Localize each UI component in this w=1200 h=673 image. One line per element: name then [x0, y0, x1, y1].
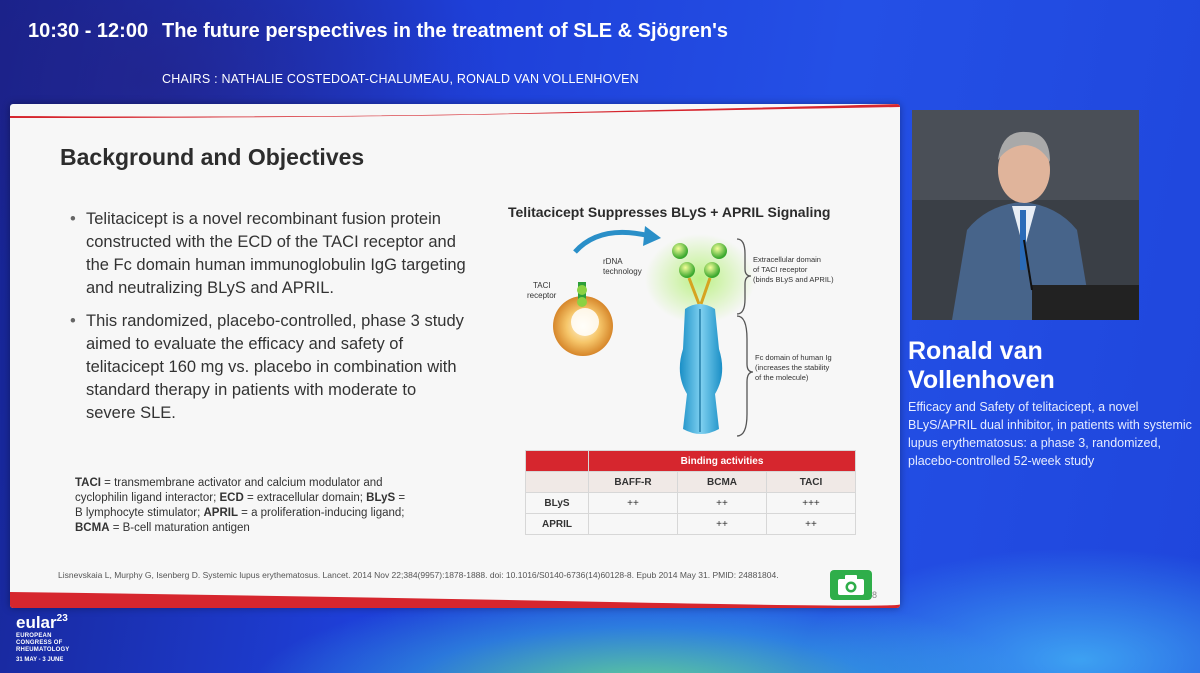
- slide-top-accent: [10, 104, 900, 118]
- abbrev-term: TACI: [75, 477, 101, 489]
- speaker-name: Ronald van Vollenhoven: [908, 337, 1055, 395]
- ecd-glow: [645, 234, 755, 324]
- camera-icon[interactable]: [830, 570, 872, 600]
- speaker-name-line: Ronald van: [908, 337, 1043, 365]
- rdna-arrow-head: [643, 226, 661, 246]
- fc-brace: [736, 315, 754, 437]
- logo-dates: 31 MAY - 3 JUNE: [16, 657, 64, 663]
- abbrev-def: = extracellular domain;: [243, 492, 367, 504]
- table-row: BLyS ++ ++ +++: [525, 492, 856, 514]
- fc-domain: [679, 304, 723, 434]
- logo-year: 23: [56, 613, 68, 624]
- ecd-label: of TACI receptor: [753, 265, 808, 274]
- binding-activities-table: Binding activities BAFF-R BCMA TACI BLyS…: [525, 450, 856, 535]
- row-label: BLyS: [525, 492, 589, 514]
- ecd-ball: [711, 243, 727, 259]
- speaker-video: [912, 110, 1139, 320]
- rdna-arrow: [573, 229, 651, 254]
- slide-bottom-accent: [10, 592, 900, 608]
- column-header: BCMA: [677, 471, 767, 493]
- row-label: APRIL: [525, 513, 589, 535]
- table-cell: [588, 513, 678, 535]
- logo-line: RHEUMATOLOGY: [16, 647, 70, 653]
- logo-word: eular: [16, 613, 57, 632]
- session-title: The future perspectives in the treatment…: [162, 20, 728, 42]
- eular-logo: eular23 EUROPEAN CONGRESS OF RHEUMATOLOG…: [16, 613, 70, 663]
- table-cell: ++: [677, 513, 767, 535]
- table-cell: ++: [766, 513, 856, 535]
- ecd-ball: [704, 262, 720, 278]
- taci-label: receptor: [527, 291, 557, 300]
- ecd-ball: [679, 262, 695, 278]
- column-header: TACI: [766, 471, 856, 493]
- abbrev-term: ECD: [219, 492, 244, 504]
- abbrev-term: BCMA: [75, 522, 110, 534]
- abbrev-term: APRIL: [203, 507, 238, 519]
- table-row: APRIL ++ ++: [525, 513, 856, 535]
- taci-label: TACI: [533, 281, 551, 290]
- reference-citation: Lisnevskaia L, Murphy G, Isenberg D. Sys…: [58, 570, 779, 580]
- abbrev-def: = B lymphocyte stimulator;: [75, 492, 406, 519]
- ecd-label: Extracellular domain: [753, 255, 821, 264]
- fc-label: Fc domain of human Ig: [755, 353, 832, 362]
- abbreviations: TACI = transmembrane activator and calci…: [75, 476, 415, 536]
- table-cell: ++: [588, 492, 678, 514]
- table-corner: [525, 471, 589, 493]
- abbrev-term: BLyS: [366, 492, 396, 504]
- ecd-brace: [736, 238, 752, 315]
- table-header: Binding activities: [588, 450, 856, 472]
- logo-line: CONGRESS OF: [16, 640, 63, 646]
- table-cell: ++: [677, 492, 767, 514]
- abbrev-def: = a proliferation-inducing ligand;: [237, 507, 405, 519]
- taci-nucleus: [571, 308, 599, 336]
- ecd-label: (binds BLyS and APRIL): [753, 275, 834, 284]
- slide-heading: Background and Objectives: [60, 144, 365, 170]
- talk-title: Efficacy and Safety of telitacicept, a n…: [908, 400, 1192, 468]
- abbrev-def: = transmembrane activator and calcium mo…: [75, 477, 383, 504]
- abbrev-def: = B-cell maturation antigen: [109, 522, 250, 534]
- logo-line: EUROPEAN: [16, 633, 52, 639]
- bullet-item: This randomized, placebo-controlled, pha…: [70, 310, 470, 425]
- ecd-ball: [672, 243, 688, 259]
- bullet-item: Telitacicept is a novel recombinant fusi…: [70, 208, 470, 300]
- rdna-label: rDNA: [603, 257, 623, 266]
- table-cell: +++: [766, 492, 856, 514]
- session-chairs: CHAIRS : NATHALIE COSTEDOAT-CHALUMEAU, R…: [162, 72, 639, 86]
- fc-label: (increases the stability: [755, 363, 829, 372]
- slide-page-number: 8: [872, 590, 878, 600]
- telitacicept-diagram: rDNA technology TACI receptor Extracellu…: [527, 226, 834, 437]
- bullet-list: Telitacicept is a novel recombinant fusi…: [70, 208, 470, 435]
- camera-icon-glyph: [838, 575, 864, 595]
- speaker-name-line: Vollenhoven: [908, 366, 1055, 394]
- figure-title: Telitacicept Suppresses BLyS + APRIL Sig…: [508, 204, 831, 220]
- speaker-video-frame: [912, 110, 1139, 320]
- presentation-slide: Background and Objectives Telitacicept i…: [10, 104, 900, 608]
- table-corner: [525, 450, 589, 472]
- column-header: BAFF-R: [588, 471, 678, 493]
- fc-label: of the molecule): [755, 373, 809, 382]
- rdna-label: technology: [603, 267, 642, 276]
- session-time: 10:30 - 12:00: [28, 20, 149, 42]
